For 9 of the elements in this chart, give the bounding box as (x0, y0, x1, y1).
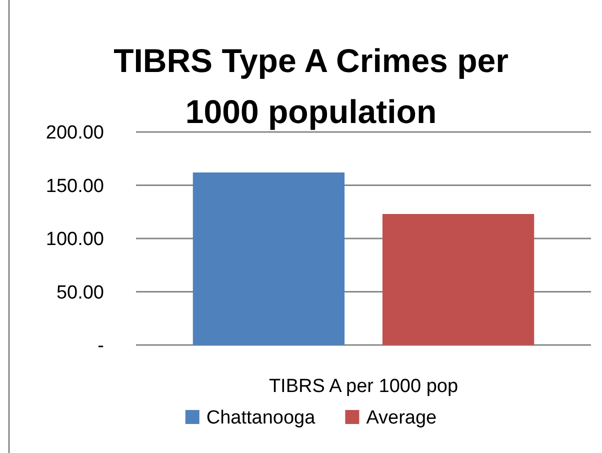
legend-label: Average (366, 408, 437, 428)
y-tick-label: 200.00 (46, 122, 104, 144)
y-tick-label: 100.00 (46, 229, 104, 250)
y-tick-label: 150.00 (46, 176, 104, 197)
y-tick-label: 50.00 (56, 282, 104, 304)
x-tick-label: TIBRS A per 1000 pop (268, 376, 458, 397)
y-tick-label: - (98, 336, 104, 357)
chart-title: TIBRS Type A Crimes per 1000 population (114, 42, 509, 130)
legend-label: Chattanooga (206, 408, 316, 428)
